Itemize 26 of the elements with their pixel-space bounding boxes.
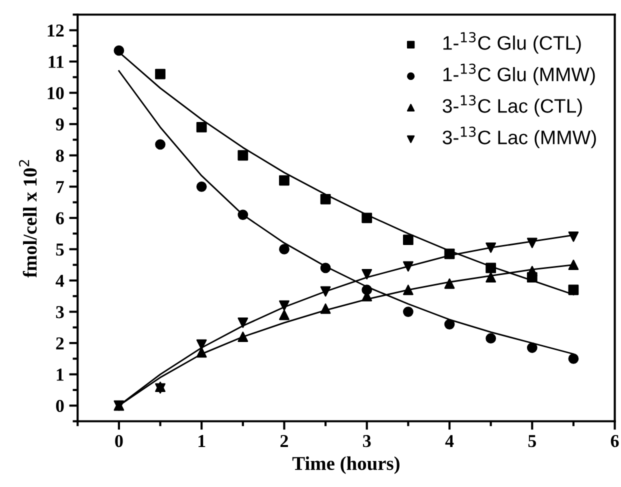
y-tick-label: 9 (56, 118, 64, 131)
y-tick-label: 8 (56, 150, 64, 162)
y-tick-label: 4 (56, 274, 64, 287)
x-tick-label: 2 (280, 435, 288, 447)
y-tick-label: 0 (56, 400, 64, 412)
x-tick-label: 5 (528, 435, 536, 448)
y-tick-label: 2 (56, 337, 64, 350)
y-tick-label: 12 (48, 24, 64, 37)
x-tick-label: 3 (363, 435, 371, 448)
y-tick-label: 1 (56, 368, 64, 381)
x-tick-label: 6 (610, 435, 619, 448)
legend-label: 1-$^{13}$C Glu (CTL) (443, 32, 581, 54)
y-axis-title: fmol/cell x 10$^{2}$ (18, 160, 37, 278)
legend-label: 3-$^{13}$C Lac (MMW) (442, 126, 596, 148)
x-tick-label: 0 (115, 434, 123, 448)
legend-label: 3-$^{13}$C Lac (CTL) (442, 95, 582, 117)
y-tick-label: 11 (48, 56, 64, 68)
y-tick-label: 10 (48, 87, 64, 100)
x-tick-label: 1 (198, 435, 206, 447)
x-tick-label: 4 (445, 435, 454, 447)
x-axis-title: Time (hours) (292, 456, 400, 474)
y-tick-label: 7 (56, 181, 64, 193)
y-tick-label: 6 (56, 212, 64, 224)
y-tick-label: 5 (56, 244, 64, 256)
legend-label: 1-$^{13}$C Glu (MMW) (443, 64, 595, 86)
y-tick-label: 3 (56, 306, 64, 318)
